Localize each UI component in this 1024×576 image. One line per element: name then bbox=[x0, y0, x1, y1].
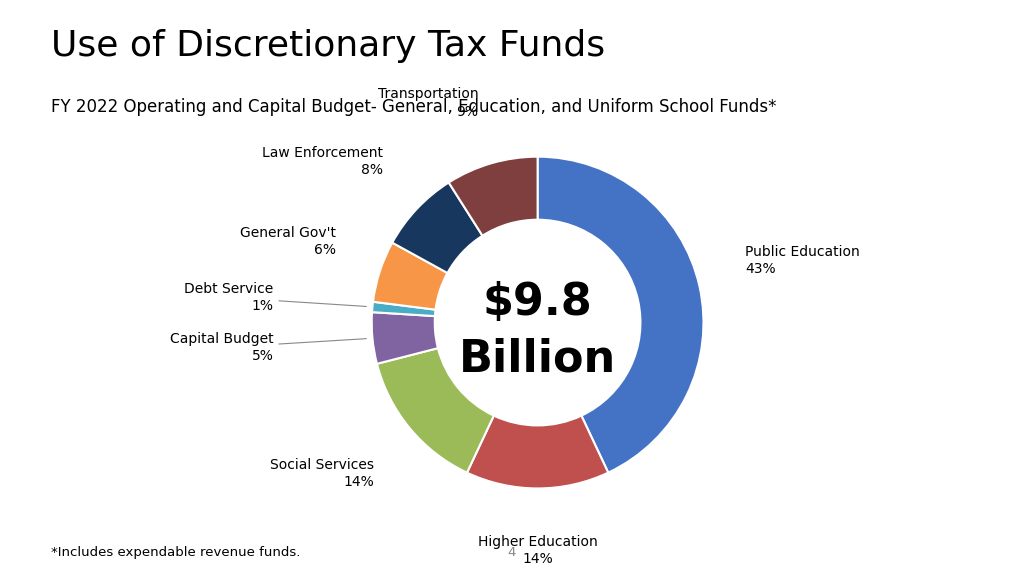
Text: Social Services
14%: Social Services 14% bbox=[270, 458, 374, 489]
Text: Law Enforcement
8%: Law Enforcement 8% bbox=[262, 146, 383, 177]
Text: Use of Discretionary Tax Funds: Use of Discretionary Tax Funds bbox=[51, 29, 605, 63]
Text: Billion: Billion bbox=[459, 338, 616, 381]
Text: 4: 4 bbox=[508, 545, 516, 559]
Wedge shape bbox=[373, 242, 447, 310]
Text: *Includes expendable revenue funds.: *Includes expendable revenue funds. bbox=[51, 545, 301, 559]
Wedge shape bbox=[372, 312, 438, 364]
Text: Capital Budget
5%: Capital Budget 5% bbox=[170, 332, 367, 363]
Wedge shape bbox=[372, 302, 435, 316]
Text: FY 2022 Operating and Capital Budget- General, Education, and Uniform School Fun: FY 2022 Operating and Capital Budget- Ge… bbox=[51, 98, 776, 116]
Wedge shape bbox=[467, 416, 608, 488]
Text: Transportation
9%: Transportation 9% bbox=[378, 88, 478, 119]
Wedge shape bbox=[392, 183, 482, 273]
Wedge shape bbox=[377, 348, 494, 473]
Text: General Gov't
6%: General Gov't 6% bbox=[240, 226, 336, 257]
Text: Debt Service
1%: Debt Service 1% bbox=[184, 282, 367, 313]
Text: Higher Education
14%: Higher Education 14% bbox=[478, 535, 597, 566]
Wedge shape bbox=[449, 157, 538, 236]
Text: Public Education
43%: Public Education 43% bbox=[744, 245, 859, 276]
Wedge shape bbox=[538, 157, 703, 473]
Text: $9.8: $9.8 bbox=[482, 281, 593, 324]
